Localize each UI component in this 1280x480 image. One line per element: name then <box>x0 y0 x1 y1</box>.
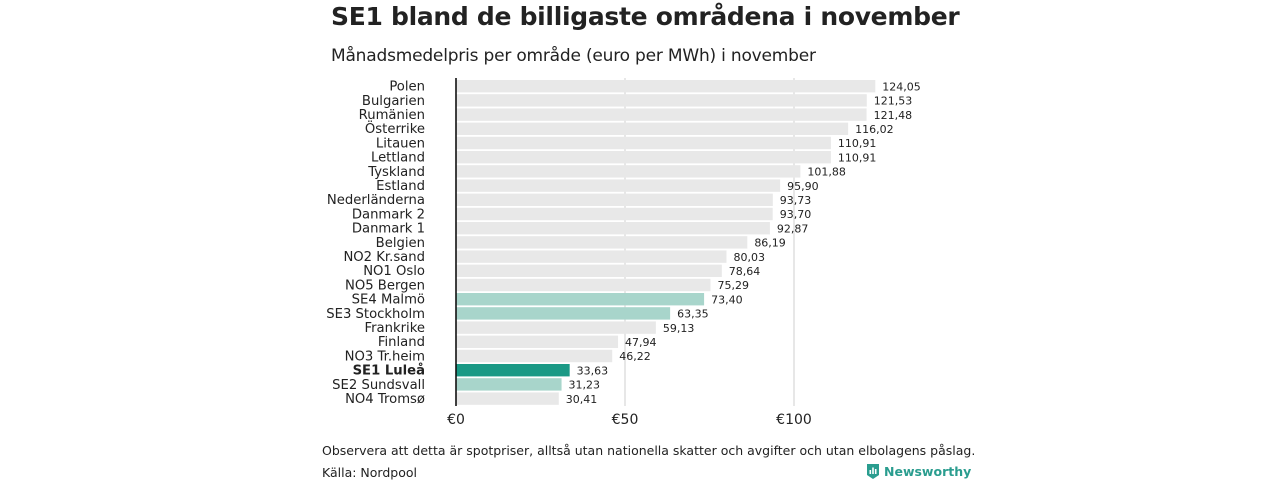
x-tick-label: €50 <box>612 412 639 428</box>
category-label: Finland <box>378 335 425 350</box>
x-tick-label: €100 <box>776 412 812 428</box>
value-label: 93,70 <box>780 208 812 221</box>
category-label: NO4 Tromsø <box>345 392 425 407</box>
value-label: 63,35 <box>677 308 709 321</box>
brand-name: Newsworthy <box>884 463 972 479</box>
category-label: Tyskland <box>367 165 425 180</box>
category-label: NO3 Tr.heim <box>345 349 425 364</box>
bar <box>456 122 849 135</box>
axis-layer: €0 €50 €100 <box>447 78 812 428</box>
value-label: 124,05 <box>882 80 921 93</box>
category-label: Litauen <box>376 136 425 151</box>
value-label: 46,22 <box>619 350 651 363</box>
bar <box>456 307 671 320</box>
value-label: 80,03 <box>734 251 766 264</box>
bar <box>456 278 711 292</box>
bar <box>456 392 559 405</box>
bar-chart: Polen 124,05 Bulgarien 121,53 Rumänien 121,48… <box>326 78 921 428</box>
bar <box>456 165 801 178</box>
value-label: 92,87 <box>777 222 809 235</box>
bar <box>456 207 773 221</box>
x-tick-label: €0 <box>447 412 465 428</box>
category-label: Lettland <box>371 151 425 166</box>
bar <box>456 349 613 363</box>
value-label: 86,19 <box>754 237 786 250</box>
bar <box>456 136 831 150</box>
bar-layer <box>456 80 876 405</box>
value-label: 110,91 <box>838 151 877 164</box>
bar <box>456 236 748 249</box>
value-label: 30,41 <box>566 393 598 406</box>
category-label: SE2 Sundsvall <box>332 378 425 393</box>
category-label: Danmark 2 <box>352 207 425 222</box>
value-label: 75,29 <box>717 279 749 292</box>
newsworthy-logo-icon <box>867 463 879 479</box>
value-label: 101,88 <box>807 166 846 179</box>
value-label: 33,63 <box>577 364 609 377</box>
category-label: NO5 Bergen <box>345 278 425 293</box>
bar <box>456 80 876 93</box>
bar <box>456 335 619 348</box>
category-label: Belgien <box>376 236 425 251</box>
bar <box>456 222 770 235</box>
category-label: Danmark 1 <box>352 222 425 237</box>
category-label: SE1 Luleå <box>353 362 425 379</box>
value-label: 73,40 <box>711 293 743 306</box>
value-label: 31,23 <box>569 379 601 392</box>
category-label: Rumänien <box>359 108 425 123</box>
value-label: 110,91 <box>838 137 877 150</box>
value-label: 121,48 <box>874 109 913 122</box>
bar <box>456 264 722 277</box>
category-label: SE3 Stockholm <box>326 307 425 322</box>
value-label: 121,53 <box>874 95 913 108</box>
footnote: Observera att detta är spotpriser, allts… <box>322 443 976 458</box>
bar <box>456 250 727 263</box>
brand-logo: Newsworthy <box>866 462 971 480</box>
category-label: NO1 Oslo <box>363 264 425 279</box>
value-label: 116,02 <box>855 123 894 136</box>
value-label: 59,13 <box>663 322 695 335</box>
label-layer: Polen 124,05 Bulgarien 121,53 Rumänien 121,48… <box>326 80 921 407</box>
source-note: Källa: Nordpool <box>322 465 417 480</box>
category-label: Nederländerna <box>327 193 425 208</box>
category-label: SE4 Malmö <box>352 293 425 308</box>
value-label: 78,64 <box>729 265 761 278</box>
value-label: 47,94 <box>625 336 657 349</box>
value-label: 93,73 <box>780 194 812 207</box>
bar <box>456 378 562 391</box>
chart-subtitle: Månadsmedelpris per område (euro per MWh… <box>331 46 816 66</box>
category-label: Frankrike <box>365 321 426 336</box>
category-label: Österrike <box>365 119 425 137</box>
category-label: Polen <box>389 80 425 95</box>
bar <box>456 193 773 206</box>
value-label: 95,90 <box>787 180 819 193</box>
bar <box>456 94 867 107</box>
bar <box>456 364 570 377</box>
category-label: Bulgarien <box>362 94 425 109</box>
chart-title: SE1 bland de billigaste områdena i novem… <box>331 2 960 31</box>
bar <box>456 108 867 121</box>
bar <box>456 321 656 334</box>
bar <box>456 151 831 164</box>
bar <box>456 293 705 306</box>
bar <box>456 179 781 192</box>
category-label: Estland <box>376 179 425 194</box>
category-label: NO2 Kr.sand <box>343 250 425 265</box>
